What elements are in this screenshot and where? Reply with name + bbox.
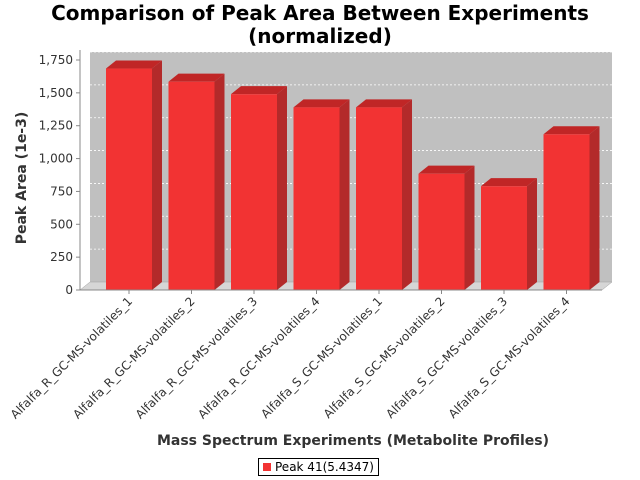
x-tick-label: Alfalfa_R_GC-MS-volatiles_3	[133, 294, 260, 421]
bar-top	[356, 99, 412, 108]
gridlines	[90, 51, 612, 250]
bar	[543, 126, 600, 290]
bar-side	[152, 60, 162, 290]
bar-front	[168, 81, 215, 290]
chart-title-line-2: (normalized)	[248, 24, 392, 48]
bar-top	[231, 86, 287, 95]
bar-side	[277, 86, 287, 291]
bar	[293, 99, 350, 290]
x-tick-label: Alfalfa_R_GC-MS-volatiles_4	[195, 294, 322, 421]
bar-front	[418, 173, 465, 290]
bar-top	[168, 73, 225, 82]
legend: Peak 41(5.4347)	[258, 458, 379, 476]
y-tick-label: 1,000	[39, 152, 73, 166]
y-tick-label: 750	[50, 184, 73, 198]
bar	[481, 178, 537, 290]
bar-side	[527, 178, 537, 290]
legend-label: Peak 41(5.4347)	[275, 460, 374, 474]
x-tick-label: Alfalfa_R_GC-MS-volatiles_1	[8, 294, 135, 421]
bar-front	[231, 94, 277, 291]
bar-front	[356, 107, 402, 290]
bar-side	[339, 99, 350, 290]
y-tick-label: 0	[65, 283, 73, 297]
y-tick-label: 250	[50, 250, 73, 264]
bar-side	[464, 165, 475, 290]
bar-side	[214, 73, 225, 290]
x-tick-label: Alfalfa_S_GC-MS-volatiles_2	[321, 294, 448, 421]
chart-title: Comparison of Peak Area Between Experime…	[0, 2, 640, 48]
bar	[231, 86, 287, 291]
y-tick-label: 1,750	[39, 53, 73, 67]
axes	[79, 50, 602, 291]
bar-top	[481, 178, 537, 187]
y-axis-ticks: 0 250 500 750 1,000 1,250 1,500 1,750	[39, 53, 80, 297]
bar	[168, 73, 225, 290]
bar-front	[543, 134, 590, 290]
bar-top	[543, 126, 600, 135]
y-tick-label: 1,250	[39, 119, 73, 133]
bar	[418, 165, 475, 290]
bar-side	[589, 126, 600, 290]
x-tick-label: Alfalfa_R_GC-MS-volatiles_2	[70, 294, 197, 421]
bar	[356, 99, 412, 290]
bar-front	[293, 107, 340, 290]
x-axis-ticks: Alfalfa_R_GC-MS-volatiles_1Alfalfa_R_GC-…	[8, 290, 573, 422]
bar	[106, 60, 162, 291]
bar-top	[418, 165, 475, 174]
legend-swatch	[263, 463, 271, 471]
y-axis-title: Peak Area (1e-3)	[14, 112, 30, 245]
bar-series	[106, 60, 600, 291]
bar-front	[481, 186, 527, 290]
x-axis-title: Mass Spectrum Experiments (Metabolite Pr…	[157, 433, 549, 449]
bar-front	[106, 68, 152, 291]
x-tick-label: Alfalfa_S_GC-MS-volatiles_1	[258, 294, 385, 421]
bar-side	[402, 99, 412, 290]
chart-title-line-1: Comparison of Peak Area Between Experime…	[51, 1, 589, 25]
x-tick-label: Alfalfa_S_GC-MS-volatiles_4	[446, 294, 573, 421]
bar-top	[293, 99, 350, 108]
y-tick-label: 1,500	[39, 86, 73, 100]
y-tick-label: 500	[50, 217, 73, 231]
x-tick-label: Alfalfa_S_GC-MS-volatiles_3	[383, 294, 510, 421]
bar-top	[106, 60, 162, 69]
